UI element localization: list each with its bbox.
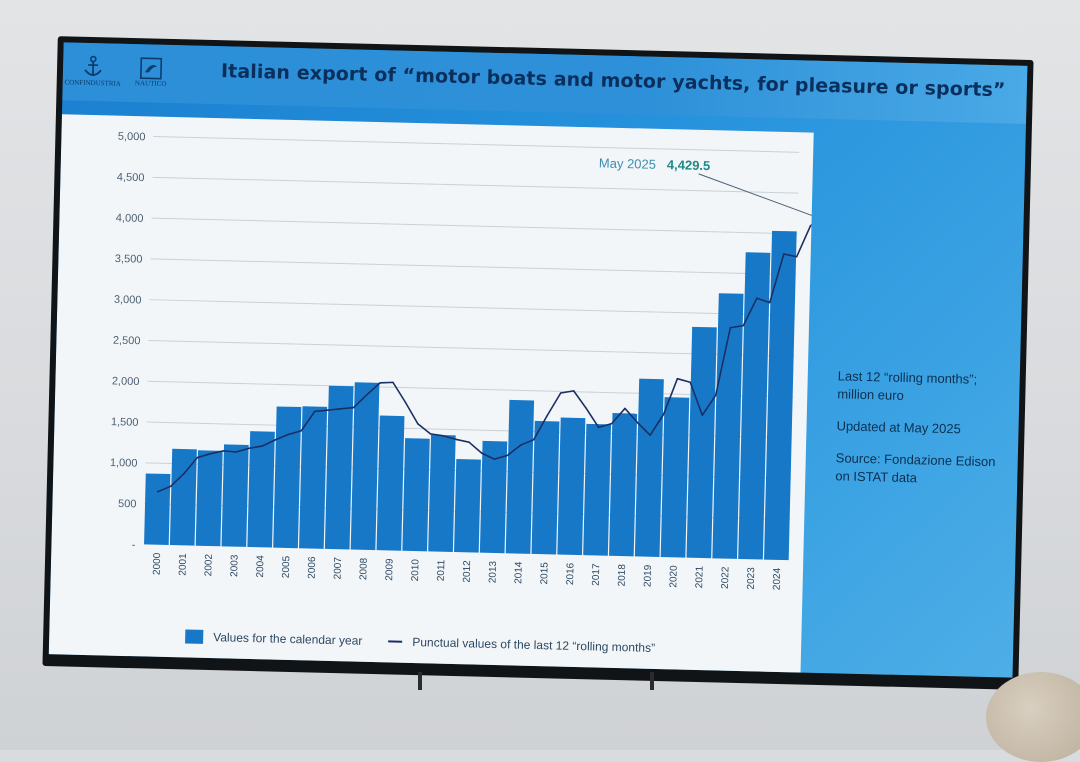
x-tick-label: 2003 xyxy=(229,554,241,577)
tv-frame: CONFINDUSTRIA NAUTICO Italian export of … xyxy=(42,36,1033,690)
legend-swatch-bar xyxy=(185,629,203,643)
x-tick-label: 2014 xyxy=(513,561,525,584)
gridline xyxy=(152,177,798,193)
gridline xyxy=(153,137,799,153)
sail-icon xyxy=(140,57,163,80)
logo-group: CONFINDUSTRIA NAUTICO xyxy=(70,49,173,95)
x-tick-label: 2005 xyxy=(281,555,293,578)
bar xyxy=(377,416,405,551)
x-tick-label: 2010 xyxy=(410,559,422,582)
x-tick-label: 2021 xyxy=(694,565,706,588)
bar xyxy=(712,293,743,559)
x-tick-label: 2019 xyxy=(642,564,654,587)
bar xyxy=(506,400,534,554)
bar xyxy=(687,327,717,558)
x-tick-label: 2023 xyxy=(746,567,758,590)
bar xyxy=(557,417,585,555)
y-tick-label: 2,500 xyxy=(113,335,141,348)
x-tick-label: 2020 xyxy=(668,565,680,588)
bar xyxy=(144,473,170,545)
y-tick-label: 4,000 xyxy=(116,212,144,225)
y-tick-label: 1,000 xyxy=(110,457,138,470)
chart-panel: - 500 1,000 1,500 2,000 2,500 3,000 3,500 4,000 4… xyxy=(49,114,814,677)
bar xyxy=(635,379,664,557)
bar xyxy=(273,406,301,548)
x-tick-label: 2004 xyxy=(255,555,267,578)
x-tick-label: 2015 xyxy=(539,562,551,585)
x-tick-label: 2016 xyxy=(565,562,577,585)
annotation-label: May 2025 xyxy=(599,155,656,171)
legend-swatch-line xyxy=(388,640,402,642)
nautico-logo-text: NAUTICO xyxy=(135,79,167,88)
anchor-icon xyxy=(82,55,105,80)
bar xyxy=(222,444,249,547)
bar xyxy=(351,382,380,550)
y-tick-label: 1,500 xyxy=(111,416,139,429)
y-tick-label: 500 xyxy=(118,498,137,510)
x-tick-label: 2024 xyxy=(772,567,784,590)
x-tick-label: 2013 xyxy=(487,560,499,583)
bar xyxy=(454,459,481,553)
x-tick-label: 2011 xyxy=(436,559,448,581)
x-tick-label: 2001 xyxy=(177,553,189,576)
slide-screen: CONFINDUSTRIA NAUTICO Italian export of … xyxy=(49,42,1028,677)
bar xyxy=(609,413,637,556)
update-note: Updated at May 2025 xyxy=(836,417,1006,439)
source-note: Source: Fondazione Edison on ISTAT data xyxy=(835,449,1006,489)
annotation-value: 4,429.5 xyxy=(667,157,711,173)
x-tick-label: 2009 xyxy=(384,558,396,581)
y-tick-label: - xyxy=(132,539,136,551)
y-tick-label: 3,000 xyxy=(114,294,142,307)
bar xyxy=(532,421,560,555)
x-tick-label: 2006 xyxy=(307,556,319,579)
y-tick-label: 5,000 xyxy=(118,131,146,144)
x-tick-label: 2017 xyxy=(591,563,603,586)
anchor-logo: CONFINDUSTRIA xyxy=(70,49,115,94)
x-tick-label: 2007 xyxy=(332,557,344,580)
y-tick-label: 2,000 xyxy=(112,375,140,388)
bar xyxy=(480,441,507,553)
y-tick-label: 4,500 xyxy=(117,171,145,184)
anchor-logo-text: CONFINDUSTRIA xyxy=(64,78,121,87)
slide-title: Italian export of “motor boats and motor… xyxy=(221,60,1006,101)
bar xyxy=(402,438,429,551)
x-tick-label: 2022 xyxy=(720,566,732,589)
x-tick-label: 2018 xyxy=(617,564,629,587)
tv-mount-right xyxy=(650,672,654,690)
x-tick-label: 2002 xyxy=(203,553,215,576)
bar xyxy=(428,435,455,552)
bar xyxy=(583,424,611,556)
nautico-logo: NAUTICO xyxy=(128,50,173,95)
x-tick-label: 2008 xyxy=(358,557,370,580)
gridline xyxy=(151,218,797,234)
gridline xyxy=(149,300,795,316)
gridline xyxy=(150,259,796,275)
side-notes: Last 12 “rolling months”; million euro U… xyxy=(835,367,1008,503)
y-tick-label: 3,500 xyxy=(115,253,143,266)
tv-mount-left xyxy=(418,672,422,690)
bar xyxy=(196,450,223,546)
annotation-leader xyxy=(698,174,814,218)
bar xyxy=(661,397,690,557)
x-tick-label: 2012 xyxy=(462,560,474,583)
x-tick-label: 2000 xyxy=(152,552,164,575)
export-chart: - 500 1,000 1,500 2,000 2,500 3,000 3,500 4,000 4… xyxy=(49,114,814,677)
unit-note: Last 12 “rolling months”; million euro xyxy=(837,367,1008,407)
